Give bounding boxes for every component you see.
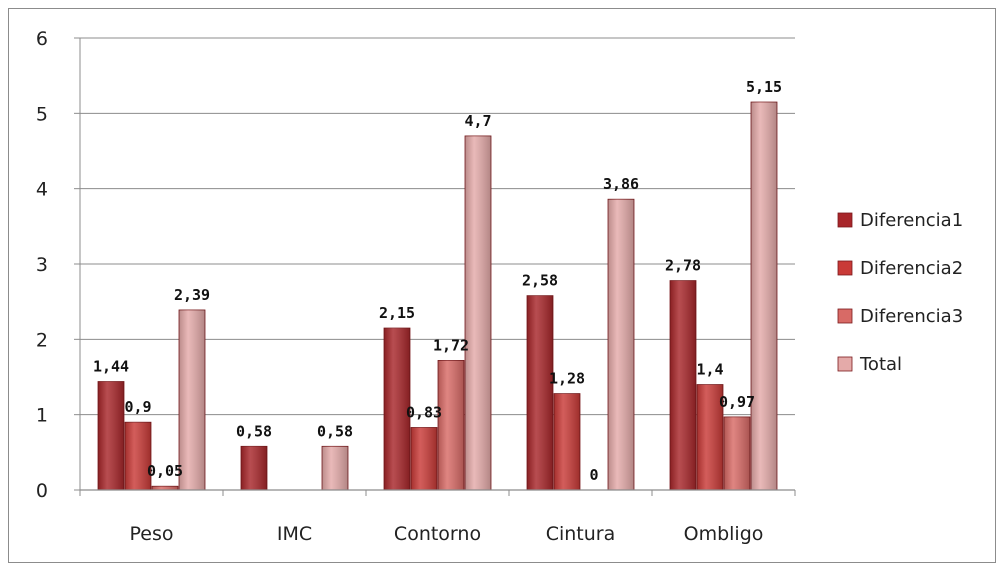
x-tick-label: Contorno bbox=[394, 523, 481, 545]
data-label: 0,58 bbox=[317, 422, 353, 440]
data-label: 3,86 bbox=[603, 175, 639, 193]
x-tick-label: Ombligo bbox=[684, 523, 764, 545]
y-tick-label: 4 bbox=[36, 179, 48, 201]
bar-shading bbox=[125, 422, 151, 490]
data-label: 0 bbox=[589, 466, 598, 484]
bar-shading bbox=[384, 328, 410, 490]
bar-shading bbox=[241, 446, 267, 490]
y-tick-label: 2 bbox=[36, 329, 48, 351]
y-axis: 0 1 2 3 4 5 6 bbox=[36, 28, 81, 502]
data-label: 2,78 bbox=[665, 257, 701, 275]
y-tick-label: 3 bbox=[36, 254, 48, 276]
bar-shading bbox=[98, 381, 124, 490]
legend-swatch bbox=[837, 308, 853, 324]
bar-shading bbox=[751, 102, 777, 491]
x-tick-label: IMC bbox=[277, 523, 312, 545]
bar-shading bbox=[554, 393, 580, 490]
legend-label: Diferencia2 bbox=[860, 258, 963, 279]
x-axis: Peso IMC Contorno Cintura Ombligo bbox=[79, 489, 796, 545]
bar-shading bbox=[438, 360, 464, 490]
data-label: 2,15 bbox=[379, 304, 415, 322]
legend-swatch bbox=[837, 260, 853, 276]
bars bbox=[97, 101, 778, 491]
data-label: 2,39 bbox=[174, 286, 210, 304]
data-label: 0,58 bbox=[236, 422, 272, 440]
bar-shading bbox=[608, 199, 634, 491]
chart-frame bbox=[8, 8, 996, 563]
data-label: 1,72 bbox=[433, 336, 469, 354]
x-tick-label: Peso bbox=[130, 523, 174, 545]
data-label: 2,58 bbox=[522, 272, 558, 290]
bar-shading bbox=[322, 446, 348, 490]
legend-label: Diferencia1 bbox=[860, 210, 963, 231]
legend-label: Diferencia3 bbox=[860, 306, 963, 327]
data-label: 0,83 bbox=[406, 403, 442, 421]
bar-shading bbox=[697, 384, 723, 490]
data-label: 4,7 bbox=[464, 112, 491, 130]
data-label: 0,9 bbox=[124, 398, 151, 416]
x-tick-label: Cintura bbox=[546, 523, 616, 545]
bar-shading bbox=[527, 295, 553, 490]
legend-swatch bbox=[837, 356, 853, 372]
legend: Diferencia1 Diferencia2 Diferencia3 Total bbox=[837, 210, 963, 375]
legend-label: Total bbox=[859, 354, 902, 375]
y-tick-label: 1 bbox=[36, 405, 48, 427]
bar-shading bbox=[411, 427, 437, 490]
bar-shading bbox=[179, 309, 205, 490]
data-label: 1,28 bbox=[549, 370, 585, 388]
data-label: 1,4 bbox=[696, 361, 723, 379]
bar-shading bbox=[670, 280, 696, 490]
data-label: 1,44 bbox=[93, 358, 129, 376]
y-tick-label: 5 bbox=[36, 103, 48, 125]
data-label: 5,15 bbox=[746, 78, 782, 96]
data-labels: 1,44 0,9 0,05 2,39 0,58 0,58 2,15 0,83 1,72 4,7 2,… bbox=[93, 78, 782, 484]
y-tick-label: 0 bbox=[36, 480, 48, 502]
bar-shading bbox=[152, 486, 178, 490]
y-tick-label: 6 bbox=[36, 28, 48, 50]
data-label: 0,97 bbox=[719, 393, 755, 411]
bar-shading bbox=[465, 135, 491, 490]
data-label: 0,05 bbox=[147, 462, 183, 480]
legend-swatch bbox=[837, 212, 853, 228]
bar-shading bbox=[724, 416, 750, 490]
